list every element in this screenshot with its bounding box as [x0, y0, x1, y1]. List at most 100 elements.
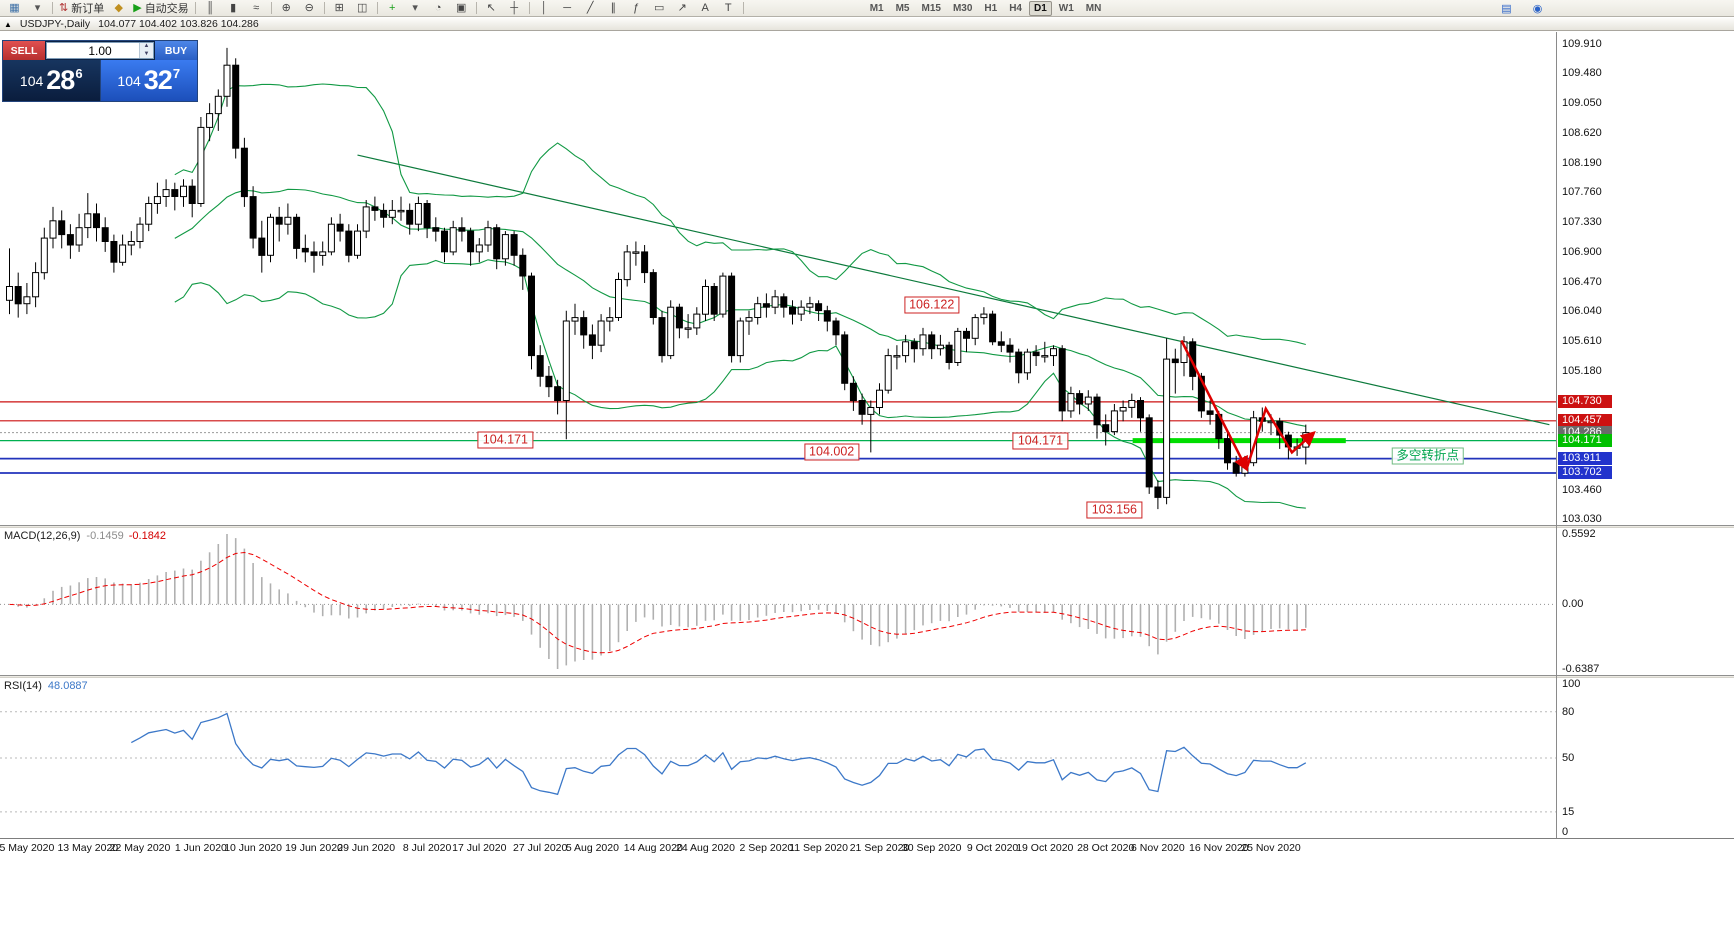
rsi-tick: 0 [1562, 826, 1569, 838]
toolbar-separator [376, 2, 378, 14]
zoom-in-icon[interactable]: ⊕ [275, 0, 298, 17]
timeframe-w1[interactable]: W1 [1058, 2, 1074, 14]
date-tick: 21 Sep 2020 [849, 842, 910, 854]
new-chart-icon: ▦ [9, 1, 20, 14]
timeframe-h1[interactable]: H1 [984, 2, 998, 14]
price-tick: 107.330 [1562, 216, 1602, 229]
horizontal-line-icon[interactable]: ─ [556, 0, 579, 17]
price-tick: 103.030 [1562, 513, 1602, 526]
new-order-button-label: 新订单 [71, 3, 105, 15]
chart-ohlc: 104.077 104.402 103.826 104.286 [98, 18, 259, 30]
bar-chart-icon[interactable]: ║ [199, 0, 222, 17]
zoom-in-icon: ⊕ [281, 1, 291, 14]
timeframe-m1[interactable]: M1 [869, 2, 884, 14]
timeframe-m5[interactable]: M5 [895, 2, 910, 14]
profiles-icon[interactable]: ▾ [26, 0, 49, 17]
volume-down-button[interactable]: ▼ [140, 50, 153, 58]
support-label-jul: 104.171 [477, 431, 533, 449]
templates-icon[interactable]: ▣ [450, 0, 473, 17]
timeframe-h4[interactable]: H4 [1009, 2, 1022, 14]
new-order-button[interactable]: ⇅ 新订单 [56, 0, 107, 17]
text-icon[interactable]: A [694, 0, 717, 17]
new-chart-icon[interactable]: ▦ [3, 0, 26, 17]
zoom-out-icon[interactable]: ⊖ [298, 0, 321, 17]
channel-icon[interactable]: ∥ [602, 0, 625, 17]
line-chart-icon[interactable]: ≈ [245, 0, 268, 17]
crosshair-icon[interactable]: ┼ [503, 0, 526, 17]
date-tick: 29 Jun 2020 [337, 842, 396, 854]
buy-price-pips: 32 [143, 65, 173, 95]
rsi-tick: 80 [1562, 705, 1575, 718]
candlestick-chart-icon[interactable]: ▮ [222, 0, 245, 17]
cursor-icon: ↖ [486, 1, 496, 14]
price-tick: 105.610 [1562, 335, 1602, 348]
macd-panel[interactable]: MACD(12,26,9) -0.1459 -0.1842 [0, 528, 1557, 675]
macd-tick: 0.00 [1562, 598, 1584, 611]
quotes-icon[interactable]: ▤ [1501, 2, 1512, 15]
price-chart-panel[interactable]: SELL 1.00 ▲ ▼ BUY 104 28 6 104 32 7 106.122 1… [0, 32, 1557, 525]
price-tick: 106.470 [1562, 275, 1602, 288]
trendline-icon[interactable]: ╱ [579, 0, 602, 17]
price-tick: 108.620 [1562, 126, 1602, 139]
price-tick: 107.760 [1562, 186, 1602, 199]
date-tick: 24 Aug 2020 [676, 842, 735, 854]
auto-arrange-icon[interactable]: ⊞ [328, 0, 351, 17]
one-click-trading-panel: SELL 1.00 ▲ ▼ BUY 104 28 6 104 32 7 [2, 40, 198, 102]
panel-splitter-rsi[interactable] [0, 675, 1734, 678]
shapes-icon[interactable]: ▭ [648, 0, 671, 17]
panel-splitter-macd[interactable] [0, 525, 1734, 528]
community-icon[interactable]: ◉ [1532, 2, 1543, 15]
price-tick: 109.910 [1562, 37, 1602, 50]
volume-value: 1.00 [88, 43, 112, 58]
macd-canvas [0, 534, 1557, 669]
sell-price-base: 104 [19, 72, 44, 89]
date-tick: 6 Nov 2020 [1131, 842, 1185, 854]
text-label-icon[interactable]: T [717, 0, 740, 17]
toolbar-separator [270, 2, 272, 14]
sell-price-pips: 28 [46, 65, 75, 95]
timeframe-m15[interactable]: M15 [921, 2, 941, 14]
toolbar-separator [475, 2, 477, 14]
tile-windows-icon: ◫ [356, 1, 368, 14]
sell-button[interactable]: 104 28 6 [3, 60, 101, 101]
volume-up-button[interactable]: ▲ [140, 43, 153, 51]
date-tick: 5 Aug 2020 [565, 842, 619, 854]
date-tick: 27 Jul 2020 [513, 842, 568, 854]
price-chart-canvas[interactable] [0, 32, 1557, 525]
indicators-icon[interactable]: + [381, 0, 404, 17]
date-tick: 28 Oct 2020 [1077, 842, 1135, 854]
date-tick: 5 May 2020 [0, 842, 55, 854]
date-tick: 8 Jul 2020 [402, 842, 452, 854]
tile-windows-icon[interactable]: ◫ [351, 0, 374, 17]
profiles-icon: ▾ [34, 1, 41, 14]
timeframe-d1[interactable]: D1 [1029, 0, 1052, 16]
cursor-icon[interactable]: ↖ [480, 0, 503, 17]
buy-button[interactable]: 104 32 7 [100, 60, 197, 101]
autotrading-button[interactable]: ▶ 自动交易 [130, 0, 191, 17]
date-tick: 16 Nov 2020 [1189, 842, 1249, 854]
chart-window-icon: ▲ [4, 19, 12, 29]
toolbar: ▦ ▾ ⇅ 新订单 ◆ ▶ 自动交易 ║ ▮ ≈ ⊕ ⊖ ⊞ ◫ + ▾ ◔ ▣ ↖ ┼ │ ─ ╱ ∥ ƒ ▭ ↗ A T M1 M5 M… [0, 0, 1734, 17]
periods-icon[interactable]: ◔ [427, 0, 450, 17]
price-line-badge: 104.171 [1558, 433, 1612, 447]
arrows-icon[interactable]: ↗ [671, 0, 694, 17]
toolbar-right-icons: ▤ ◉ [1495, 0, 1731, 17]
price-tick: 109.050 [1562, 97, 1602, 110]
timeframe-mn[interactable]: MN [1085, 2, 1102, 14]
price-line-badge: 104.730 [1558, 394, 1612, 408]
macd-tick: -0.6387 [1562, 663, 1600, 675]
indicators-icon: + [388, 1, 396, 14]
date-tick: 17 Jul 2020 [452, 842, 507, 854]
rsi-panel[interactable]: RSI(14) 48.0887 [0, 678, 1557, 838]
toolbar-buttons: ▦ ▾ ⇅ 新订单 ◆ ▶ 自动交易 ║ ▮ ≈ ⊕ ⊖ ⊞ ◫ + ▾ ◔ ▣ ↖ ┼ │ ─ ╱ ∥ ƒ ▭ ↗ A T [3, 0, 747, 17]
indicators-list-icon[interactable]: ▾ [404, 0, 427, 17]
price-tick: 105.180 [1562, 364, 1602, 377]
vertical-line-icon[interactable]: │ [533, 0, 556, 17]
support-label-oct: 104.171 [1012, 432, 1069, 450]
timeframe-m30[interactable]: M30 [952, 2, 973, 14]
horizontal-line-icon: ─ [563, 1, 572, 14]
fibonacci-icon[interactable]: ƒ [625, 0, 648, 17]
expert-advisors-icon[interactable]: ◆ [107, 0, 130, 17]
price-axis-separator [1556, 32, 1557, 838]
volume-input[interactable]: 1.00 ▲ ▼ [46, 42, 154, 59]
